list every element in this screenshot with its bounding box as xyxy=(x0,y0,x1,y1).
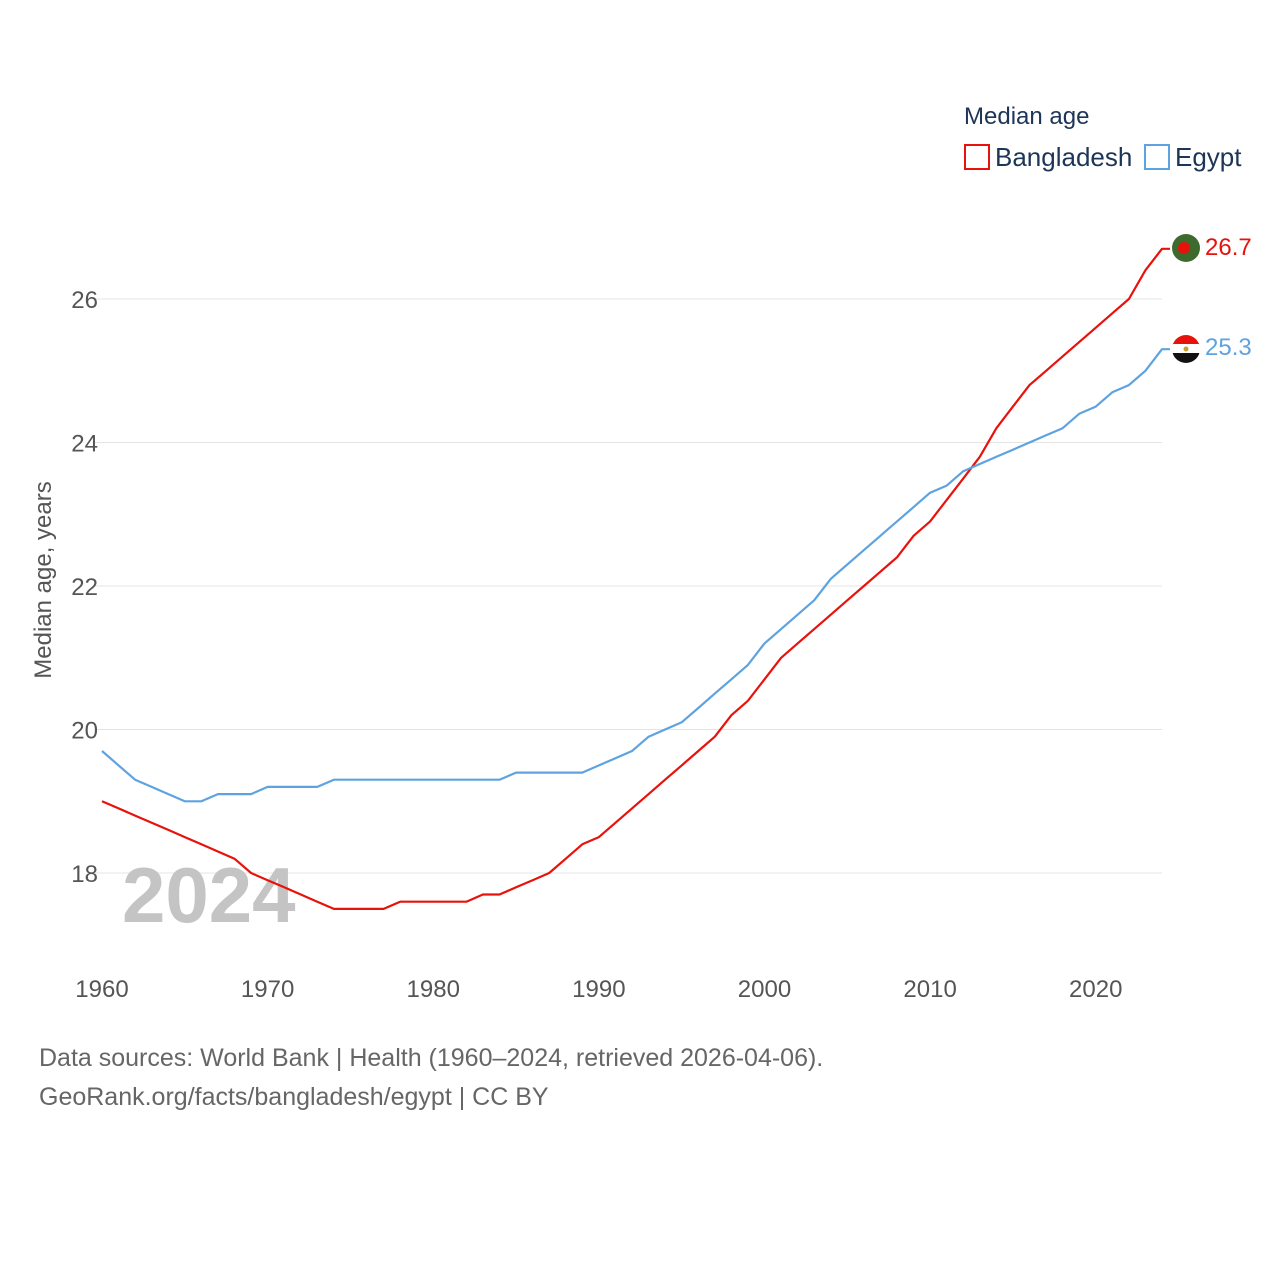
legend-label-bangladesh: Bangladesh xyxy=(995,142,1132,172)
y-tick-label-18: 18 xyxy=(71,861,98,888)
legend-swatch-egypt xyxy=(1144,144,1170,170)
x-tick-label-1960: 1960 xyxy=(75,976,128,1003)
egypt-flag-icon xyxy=(1172,335,1200,363)
series-lines xyxy=(101,247,1170,911)
source-line-2[interactable]: GeoRank.org/facts/bangladesh/egypt | CC … xyxy=(39,1083,549,1111)
y-tick-label-20: 20 xyxy=(71,718,98,745)
year-watermark: 2024 xyxy=(122,851,296,939)
y-tick-label-26: 26 xyxy=(71,287,98,314)
y-axis-title: Median age, years xyxy=(30,481,57,678)
source-line-1: Data sources: World Bank | Health (1960–… xyxy=(39,1044,824,1072)
x-tick-label-1990: 1990 xyxy=(572,976,625,1003)
legend-swatch-bangladesh xyxy=(964,144,990,170)
x-tick-label-1970: 1970 xyxy=(241,976,294,1003)
x-tick-label-1980: 1980 xyxy=(407,976,460,1003)
x-axis-ticks: 1960 1970 1980 1990 2000 2010 2020 xyxy=(75,976,1122,1003)
bangladesh-flag-icon xyxy=(1172,234,1200,262)
series-line-egypt[interactable] xyxy=(101,348,1170,803)
end-label-egypt: 25.3 xyxy=(1205,334,1252,361)
legend-title: Median age xyxy=(964,103,1089,130)
end-label-bangladesh: 26.7 xyxy=(1205,234,1252,261)
x-tick-label-2000: 2000 xyxy=(738,976,791,1003)
legend-label-egypt: Egypt xyxy=(1175,142,1242,172)
x-tick-label-2010: 2010 xyxy=(903,976,956,1003)
legend: Median age Bangladesh Egypt xyxy=(964,103,1242,172)
legend-item-bangladesh[interactable]: Bangladesh xyxy=(964,142,1132,172)
x-tick-label-2020: 2020 xyxy=(1069,976,1122,1003)
series-line-bangladesh[interactable] xyxy=(101,247,1170,911)
y-axis-ticks: 18 20 22 24 26 xyxy=(71,287,98,888)
gridlines xyxy=(95,298,1162,874)
y-tick-label-22: 22 xyxy=(71,574,98,601)
legend-item-egypt[interactable]: Egypt xyxy=(1144,142,1242,172)
y-tick-label-24: 24 xyxy=(71,431,98,458)
